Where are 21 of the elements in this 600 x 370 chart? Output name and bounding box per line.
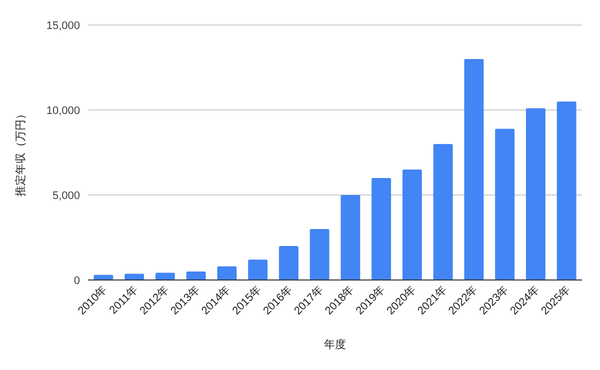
bar — [124, 274, 144, 280]
bar — [556, 102, 576, 280]
y-axis-title: 推定年収（万円） — [14, 108, 27, 196]
bar — [526, 108, 546, 280]
x-axis-title: 年度 — [324, 338, 346, 351]
bar — [186, 272, 206, 280]
y-tick-label: 0 — [74, 275, 80, 287]
bar — [310, 229, 330, 280]
bar — [495, 128, 515, 280]
bar — [372, 178, 392, 280]
y-tick-label: 5,000 — [52, 190, 80, 202]
y-tick-label: 15,000 — [46, 20, 80, 32]
bar — [217, 266, 237, 280]
bar — [248, 260, 268, 280]
bar — [340, 195, 360, 280]
bar — [464, 59, 484, 280]
bar — [155, 272, 175, 280]
y-tick-label: 10,000 — [46, 105, 80, 117]
bar — [278, 246, 298, 280]
bar — [433, 144, 453, 280]
bar — [402, 170, 422, 280]
